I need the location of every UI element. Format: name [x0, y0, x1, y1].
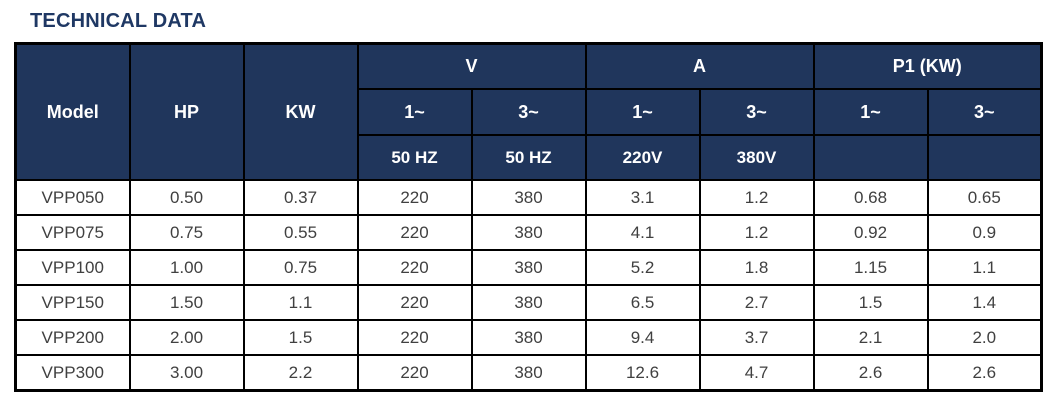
column-header-kw: KW — [242, 42, 359, 181]
value-cell: 2.00 — [128, 319, 245, 356]
value-cell: 3.00 — [128, 354, 245, 392]
value-cell: 0.55 — [242, 214, 359, 251]
column-detail-p3-empty — [926, 134, 1043, 181]
value-cell: 0.37 — [242, 179, 359, 216]
value-cell: 0.50 — [128, 179, 245, 216]
column-header-v-3phase: 3~ — [470, 88, 587, 136]
value-cell: 1.2 — [698, 179, 815, 216]
value-cell: 0.68 — [812, 179, 929, 216]
value-cell: 1.1 — [926, 249, 1043, 286]
value-cell: 2.6 — [812, 354, 929, 392]
value-cell: 1.5 — [242, 319, 359, 356]
table-row: VPP300 3.00 2.2 220 380 12.6 4.7 2.6 2.6 — [14, 354, 1043, 392]
value-cell: 3.1 — [584, 179, 701, 216]
column-header-model: Model — [14, 42, 131, 181]
value-cell: 0.65 — [926, 179, 1043, 216]
value-cell: 6.5 — [584, 284, 701, 321]
value-cell: 0.92 — [812, 214, 929, 251]
value-cell: 1.50 — [128, 284, 245, 321]
column-detail-p1-empty — [812, 134, 929, 181]
table-row: VPP150 1.50 1.1 220 380 6.5 2.7 1.5 1.4 — [14, 284, 1043, 321]
value-cell: 12.6 — [584, 354, 701, 392]
table-row: VPP050 0.50 0.37 220 380 3.1 1.2 0.68 0.65 — [14, 179, 1043, 216]
column-group-p1: P1 (KW) — [812, 42, 1043, 90]
column-detail-a3-voltage: 380V — [698, 134, 815, 181]
header-row-detail: 50 HZ 50 HZ 220V 380V — [16, 134, 1043, 181]
value-cell: 380 — [470, 179, 587, 216]
column-header-a-3phase: 3~ — [698, 88, 815, 136]
column-group-amperage: A — [584, 42, 815, 90]
value-cell: 220 — [356, 284, 473, 321]
value-cell: 380 — [470, 354, 587, 392]
table-row: VPP100 1.00 0.75 220 380 5.2 1.8 1.15 1.1 — [14, 249, 1043, 286]
model-cell: VPP200 — [14, 319, 131, 356]
table-header: Model HP KW V A P1 (KW) 1~ 3~ 1~ 3~ 1~ 3… — [14, 42, 1043, 181]
value-cell: 0.9 — [926, 214, 1043, 251]
value-cell: 220 — [356, 354, 473, 392]
value-cell: 2.2 — [242, 354, 359, 392]
model-cell: VPP300 — [14, 354, 131, 392]
value-cell: 3.7 — [698, 319, 815, 356]
model-cell: VPP100 — [14, 249, 131, 286]
table-row: VPP075 0.75 0.55 220 380 4.1 1.2 0.92 0.9 — [14, 214, 1043, 251]
technical-data-table: Model HP KW V A P1 (KW) 1~ 3~ 1~ 3~ 1~ 3… — [14, 42, 1044, 392]
model-cell: VPP075 — [14, 214, 131, 251]
value-cell: 4.7 — [698, 354, 815, 392]
page-title: TECHNICAL DATA — [30, 10, 207, 32]
header-row-phase: 1~ 3~ 1~ 3~ 1~ 3~ — [16, 88, 1043, 136]
value-cell: 380 — [470, 214, 587, 251]
column-detail-v1-hz: 50 HZ — [356, 134, 473, 181]
column-group-voltage: V — [356, 42, 587, 90]
value-cell: 1.5 — [812, 284, 929, 321]
value-cell: 1.00 — [128, 249, 245, 286]
column-header-hp: HP — [128, 42, 245, 181]
value-cell: 1.15 — [812, 249, 929, 286]
column-detail-a1-voltage: 220V — [584, 134, 701, 181]
value-cell: 1.4 — [926, 284, 1043, 321]
column-header-p1-1phase: 1~ — [812, 88, 929, 136]
column-detail-v3-hz: 50 HZ — [470, 134, 587, 181]
value-cell: 1.1 — [242, 284, 359, 321]
value-cell: 380 — [470, 319, 587, 356]
value-cell: 1.2 — [698, 214, 815, 251]
value-cell: 2.0 — [926, 319, 1043, 356]
header-row-groups: Model HP KW V A P1 (KW) — [14, 42, 1043, 181]
value-cell: 2.1 — [812, 319, 929, 356]
value-cell: 0.75 — [128, 214, 245, 251]
value-cell: 220 — [356, 214, 473, 251]
value-cell: 2.7 — [698, 284, 815, 321]
column-header-a-1phase: 1~ — [584, 88, 701, 136]
value-cell: 5.2 — [584, 249, 701, 286]
value-cell: 380 — [470, 249, 587, 286]
table-body: VPP050 0.50 0.37 220 380 3.1 1.2 0.68 0.65 VPP075… — [14, 179, 1043, 392]
value-cell: 220 — [356, 179, 473, 216]
column-header-p1-3phase: 3~ — [926, 88, 1043, 136]
table-row: VPP200 2.00 1.5 220 380 9.4 3.7 2.1 2.0 — [14, 319, 1043, 356]
model-cell: VPP050 — [14, 179, 131, 216]
value-cell: 220 — [356, 249, 473, 286]
value-cell: 2.6 — [926, 354, 1043, 392]
value-cell: 1.8 — [698, 249, 815, 286]
model-cell: VPP150 — [14, 284, 131, 321]
column-header-v-1phase: 1~ — [356, 88, 473, 136]
value-cell: 9.4 — [584, 319, 701, 356]
value-cell: 220 — [356, 319, 473, 356]
value-cell: 0.75 — [242, 249, 359, 286]
value-cell: 380 — [470, 284, 587, 321]
value-cell: 4.1 — [584, 214, 701, 251]
